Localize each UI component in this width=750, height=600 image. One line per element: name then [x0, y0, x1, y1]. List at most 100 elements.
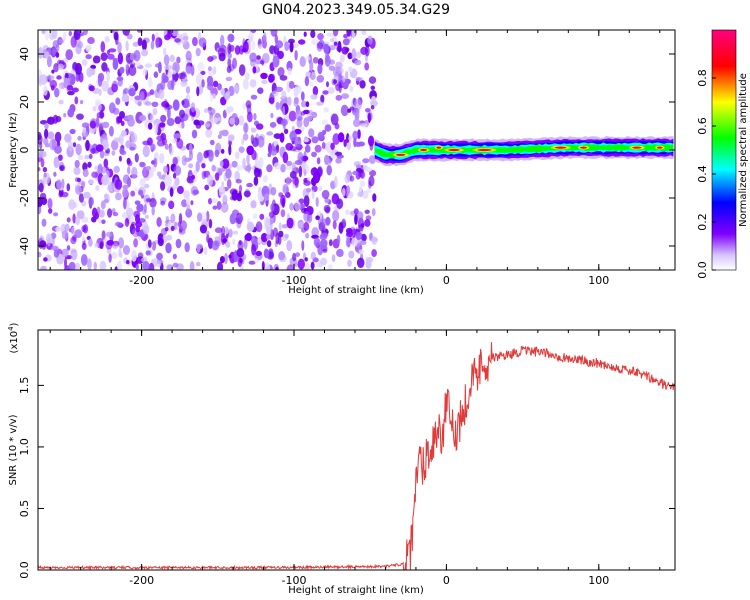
spectral-blob [221, 225, 226, 238]
spectral-blob [342, 38, 350, 46]
spectral-blob [50, 84, 55, 91]
spectral-blob [195, 73, 204, 85]
spectral-blob [263, 262, 271, 270]
spectral-blob [81, 236, 85, 242]
spectral-blob [191, 129, 198, 139]
spectral-blob [220, 148, 225, 154]
spectral-blob [159, 153, 165, 164]
spectral-blob [235, 178, 242, 184]
spectral-blob [210, 116, 218, 125]
spectral-blob [133, 238, 139, 248]
spectral-blob [125, 40, 129, 52]
spectral-blob [133, 50, 141, 62]
spectral-blob [346, 30, 352, 37]
spectral-blob [285, 165, 292, 170]
spectral-blob [200, 70, 206, 75]
top-x-axis-label: Height of straight line (km) [288, 285, 424, 296]
spectral-blob [284, 41, 290, 52]
spectral-blob [310, 261, 315, 270]
spectral-blob [38, 251, 42, 258]
spectral-blob [211, 198, 218, 204]
spectral-blob [44, 143, 51, 148]
spectral-blob [159, 122, 166, 128]
spectral-blob [356, 257, 365, 268]
spectral-blob [329, 147, 338, 159]
spectral-blob [261, 79, 268, 85]
spectral-blob [275, 86, 283, 93]
bottom-y-axis-label: SNR (10 * v/v) [8, 414, 19, 485]
spectral-blob [94, 242, 99, 248]
spectral-blob [207, 66, 212, 72]
spectral-blob [243, 190, 251, 198]
spectral-blob [253, 112, 257, 121]
spectral-blob [121, 94, 130, 103]
spectral-blob [234, 170, 241, 181]
spectral-blob [320, 257, 328, 266]
spectral-blob [166, 117, 175, 127]
spectral-blob [78, 72, 84, 83]
spectral-blob [41, 30, 46, 34]
spectral-blob [344, 174, 351, 184]
spectral-blob [198, 37, 207, 48]
spectral-blob [321, 119, 329, 126]
spectral-blob [317, 166, 323, 177]
spectral-blob [89, 120, 96, 129]
spectral-blob [184, 242, 190, 253]
spectral-blob [295, 252, 301, 257]
x-tick-label: -200 [129, 274, 154, 287]
spectral-blob [217, 134, 222, 139]
spectral-blob [359, 80, 366, 89]
spectral-blob [115, 192, 122, 201]
spectral-blob [246, 182, 253, 188]
spectral-blob [141, 49, 149, 57]
spectral-blob [292, 43, 299, 49]
spectral-blob [39, 192, 47, 200]
spectral-blob [346, 231, 354, 238]
spectral-blob [84, 154, 90, 160]
spectral-blob [96, 206, 101, 214]
spectral-blob [207, 56, 214, 62]
signal-peak [448, 148, 461, 152]
spectral-blob [130, 190, 136, 197]
spectral-blob [171, 30, 179, 37]
spectral-blob [336, 234, 341, 244]
colorbar: 0.0 0.2 0.4 0.6 0.8 Normalized spectral ampl… [696, 29, 749, 279]
spectral-blob [267, 152, 271, 158]
spectral-blob [65, 49, 73, 61]
spectral-blob [234, 45, 241, 55]
spectral-blob [176, 138, 184, 149]
spectral-blob [250, 137, 255, 142]
spectral-blob [190, 102, 196, 113]
spectral-blob [169, 187, 174, 197]
spectral-blob [106, 71, 110, 83]
spectral-blob [70, 249, 78, 261]
spectral-blob [282, 105, 286, 117]
spectral-blob [191, 174, 196, 180]
y-tick-label: 0.5 [18, 500, 31, 518]
spectral-blob [158, 88, 165, 100]
colorbar-gradient [711, 29, 737, 271]
spectral-blob [99, 241, 104, 250]
spectral-blob [160, 181, 166, 191]
spectral-blob [370, 100, 378, 107]
spectral-blob [246, 154, 250, 165]
spectral-blob [288, 110, 297, 122]
spectral-blob [358, 249, 365, 254]
spectral-blob [148, 122, 153, 130]
spectral-blob [357, 168, 364, 174]
spectral-blob [172, 70, 177, 75]
spectral-blob [237, 257, 243, 268]
spectral-blob [119, 66, 125, 74]
spectral-blob [117, 77, 123, 87]
spectral-blob [94, 211, 100, 220]
colorbar-tick-label: 0.6 [696, 117, 709, 135]
spectral-blob [359, 123, 368, 128]
spectral-blob [115, 116, 121, 125]
spectral-blob [219, 160, 224, 167]
spectral-blob [341, 218, 347, 229]
spectral-blob [315, 215, 320, 220]
spectral-blob [105, 240, 113, 250]
spectral-blob [280, 118, 288, 127]
spectral-blob [228, 134, 235, 142]
